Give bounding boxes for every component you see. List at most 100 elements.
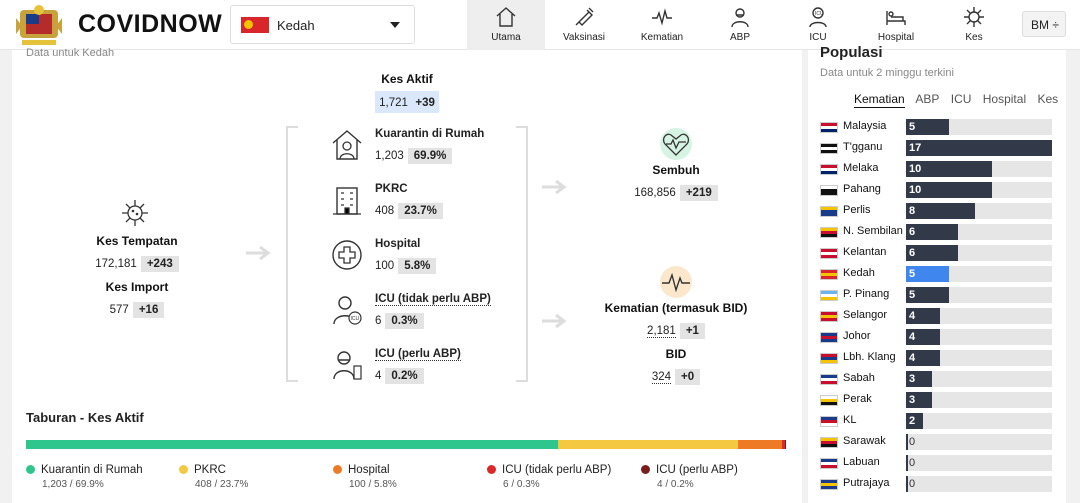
tab-kes[interactable]: Kes bbox=[1037, 92, 1059, 106]
state-value: 6 bbox=[909, 226, 916, 238]
state-name: N. Sembilan bbox=[843, 225, 903, 237]
state-name: Perlis bbox=[843, 204, 871, 216]
nav-label: Kematian bbox=[640, 32, 684, 43]
state-name: Putrajaya bbox=[843, 477, 890, 489]
nav-kematian[interactable]: Kematian bbox=[623, 0, 701, 50]
kes-aktif-value-box: 1,721 +39 bbox=[375, 91, 439, 113]
state-name: Melaka bbox=[843, 162, 879, 174]
nav-vaksinasi[interactable]: Vaksinasi bbox=[545, 0, 623, 50]
state-row: Perlis 8 bbox=[820, 203, 1060, 220]
group-bracket-left bbox=[286, 126, 298, 382]
legend-label: Hospital bbox=[348, 464, 390, 476]
state-bar-track: 17 bbox=[906, 140, 1052, 156]
legend-kuarantin: Kuarantin di Rumah 1,203 / 69.9% bbox=[26, 464, 143, 490]
legend-dot bbox=[487, 465, 496, 474]
nav-utama[interactable]: Utama bbox=[467, 0, 545, 50]
tab-kematian[interactable]: Kematian bbox=[854, 92, 905, 108]
state-row: Labuan 0 bbox=[820, 455, 1060, 472]
item-value: 6 bbox=[375, 315, 382, 327]
state-flag-icon bbox=[820, 311, 838, 322]
distribution-segment bbox=[782, 440, 785, 449]
state-name: Labuan bbox=[843, 456, 880, 468]
state-bar bbox=[906, 119, 949, 135]
legend-dot bbox=[179, 465, 188, 474]
virus-icon bbox=[122, 200, 148, 226]
heart-pulse-icon bbox=[660, 128, 692, 160]
state-bar-track: 5 bbox=[906, 287, 1052, 303]
state-bar bbox=[906, 224, 958, 240]
state-bar-track: 6 bbox=[906, 224, 1052, 240]
state-value: 4 bbox=[909, 331, 916, 343]
legend-label: PKRC bbox=[194, 464, 226, 476]
distribution-title: Taburan - Kes Aktif bbox=[26, 410, 144, 425]
state-bar-track: 10 bbox=[906, 182, 1052, 198]
brand-title[interactable]: COVIDNOW bbox=[78, 10, 223, 38]
state-flag-icon bbox=[820, 416, 838, 427]
state-row: Kedah 5 bbox=[820, 266, 1060, 283]
state-row: Sabah 3 bbox=[820, 371, 1060, 388]
item-value: 408 bbox=[375, 205, 395, 217]
state-select[interactable]: Kedah bbox=[230, 5, 415, 44]
state-bar bbox=[906, 161, 992, 177]
item-value: 4 bbox=[375, 370, 382, 382]
nav-hospital[interactable]: Hospital bbox=[857, 0, 935, 50]
state-value: 5 bbox=[909, 289, 916, 301]
state-row: Pahang 10 bbox=[820, 182, 1060, 199]
population-title: Populasi bbox=[820, 44, 883, 61]
home-icon bbox=[496, 7, 516, 27]
pulse-icon bbox=[652, 8, 672, 26]
state-bar-track: 5 bbox=[906, 119, 1052, 135]
tab-hospital[interactable]: Hospital bbox=[982, 92, 1027, 106]
state-bar bbox=[906, 287, 949, 303]
legend-sub: 1,203 / 69.9% bbox=[42, 479, 104, 490]
state-value: 17 bbox=[909, 142, 922, 154]
state-name: Sabah bbox=[843, 372, 875, 384]
language-select[interactable]: BM ÷ bbox=[1022, 11, 1066, 37]
item-label: Hospital bbox=[375, 238, 421, 250]
item-label: PKRC bbox=[375, 183, 408, 195]
home-quarantine-icon bbox=[332, 130, 362, 160]
state-bar bbox=[906, 329, 940, 345]
svg-text:ICU: ICU bbox=[815, 11, 824, 17]
state-bar bbox=[906, 140, 1052, 156]
hospital-bed-icon bbox=[886, 11, 906, 25]
legend-dot bbox=[26, 465, 35, 474]
state-value: 10 bbox=[909, 163, 922, 175]
state-flag-icon bbox=[820, 143, 838, 154]
kematian-label: Kematian (termasuk BID) bbox=[604, 301, 748, 315]
kematian-value: 2,181 bbox=[647, 325, 676, 338]
kes-aktif-delta: +39 bbox=[415, 97, 435, 109]
item-label: ICU (perlu ABP) bbox=[375, 348, 461, 361]
state-row: Melaka 10 bbox=[820, 161, 1060, 178]
state-row: Johor 4 bbox=[820, 329, 1060, 346]
state-bar bbox=[906, 350, 940, 366]
distribution-segment bbox=[738, 440, 783, 449]
kes-aktif-block: Kes Aktif 1,721 +39 bbox=[374, 72, 440, 113]
malaysia-coat-of-arms-logo[interactable] bbox=[12, 4, 66, 46]
state-value: 6 bbox=[909, 247, 916, 259]
state-bar bbox=[906, 392, 932, 408]
kes-import-delta: +16 bbox=[132, 302, 165, 318]
building-icon bbox=[333, 187, 361, 215]
pulse-icon bbox=[660, 266, 692, 298]
state-row: Malaysia 5 bbox=[820, 119, 1060, 136]
state-flag-icon bbox=[820, 374, 838, 385]
state-name: Kedah bbox=[843, 267, 875, 279]
kes-tempatan-value: 172,181 bbox=[95, 258, 137, 270]
state-bar-track: 0 bbox=[906, 455, 1052, 471]
kes-import-value: 577 bbox=[109, 304, 129, 316]
legend-label: ICU (perlu ABP) bbox=[656, 464, 738, 476]
arrow-right-icon bbox=[542, 314, 567, 328]
tab-abp[interactable]: ABP bbox=[915, 92, 940, 106]
state-row: Sarawak 0 bbox=[820, 434, 1060, 451]
state-row: Putrajaya 0 bbox=[820, 476, 1060, 493]
state-name: Selangor bbox=[843, 309, 888, 321]
state-name: T'gganu bbox=[843, 141, 883, 153]
kes-tempatan-block: Kes Tempatan 172,181 +243 Kes Import 577 +… bbox=[72, 234, 202, 318]
nav-icu[interactable]: ICU ICU bbox=[779, 0, 857, 50]
state-bar-track: 8 bbox=[906, 203, 1052, 219]
nav-abp[interactable]: ABP bbox=[701, 0, 779, 50]
state-row: Lbh. Klang 4 bbox=[820, 350, 1060, 367]
nav-kes[interactable]: Kes bbox=[935, 0, 1013, 50]
tab-icu[interactable]: ICU bbox=[950, 92, 972, 106]
